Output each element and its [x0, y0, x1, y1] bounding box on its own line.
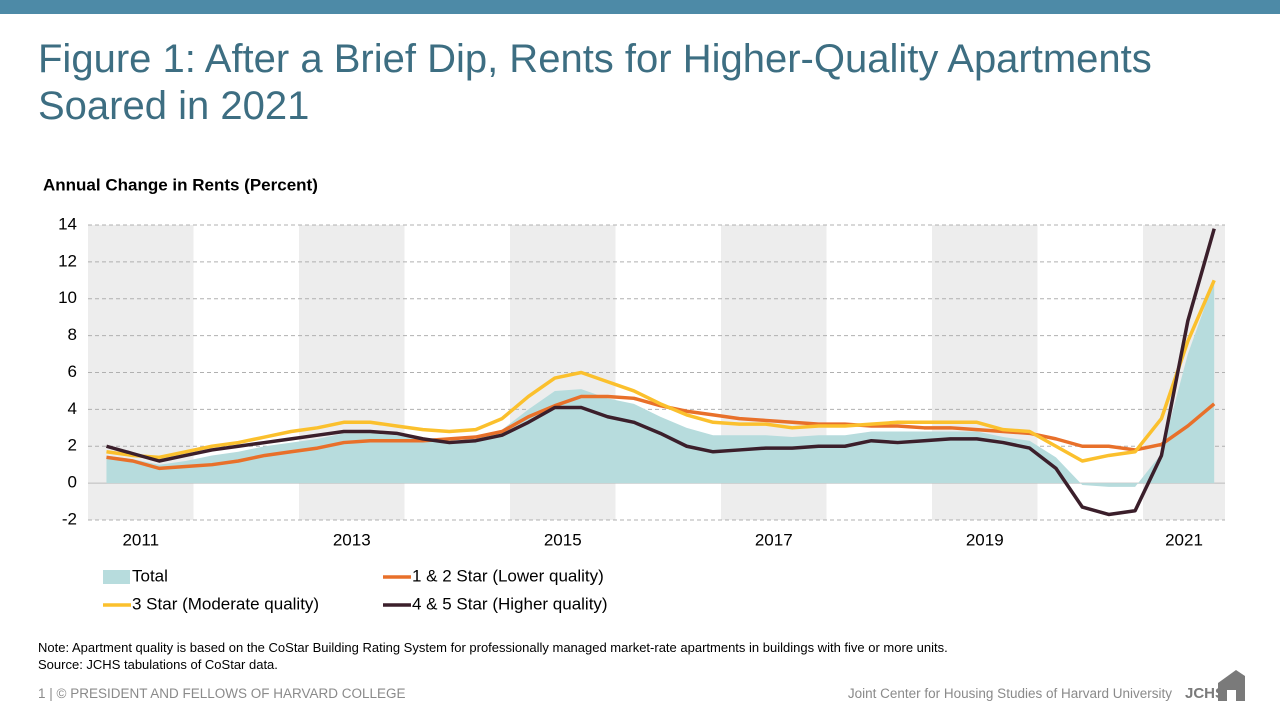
y-tick-label: 2 — [68, 436, 77, 455]
legend-swatch — [103, 570, 130, 584]
chart-title: Annual Change in Rents (Percent) — [43, 175, 318, 194]
area — [106, 280, 1215, 487]
note: Note: Apartment quality is based on the … — [38, 640, 948, 655]
x-tick-label: 2021 — [1165, 530, 1203, 549]
logo-icon — [1218, 670, 1245, 701]
data — [105, 228, 1216, 517]
legend-label: 4 & 5 Star (Higher quality) — [412, 594, 608, 613]
x-tick-label: 2015 — [544, 530, 582, 549]
y-tick-label: 8 — [68, 325, 77, 344]
legend-label: Total — [132, 566, 168, 585]
x-tick-label: 2017 — [755, 530, 793, 549]
y-tick-label: 4 — [68, 399, 77, 418]
y-tick-label: -2 — [62, 509, 77, 528]
y-tick-label: 6 — [68, 362, 77, 381]
top-bar — [0, 0, 1280, 14]
line — [106, 279, 1216, 463]
x-tick-label: 2011 — [122, 530, 159, 549]
y-tick-label: 14 — [58, 214, 77, 233]
x-tick-label: 2013 — [333, 530, 371, 549]
footer-left: 1 | © PRESIDENT AND FELLOWS OF HARVARD C… — [38, 686, 406, 701]
footer-right: Joint Center for Housing Studies of Harv… — [847, 686, 1172, 701]
line — [105, 228, 1216, 517]
logo-text: JCHS — [1185, 685, 1225, 702]
slide-title: Figure 1: After a Brief Dip, Rents for H… — [38, 37, 1152, 128]
legend-label: 3 Star (Moderate quality) — [132, 594, 319, 613]
y-tick-label: 10 — [58, 288, 77, 307]
x-tick-label: 2019 — [966, 530, 1004, 549]
y-tick-label: 0 — [68, 473, 77, 492]
y-tick-label: 12 — [58, 251, 77, 270]
legend-label: 1 & 2 Star (Lower quality) — [412, 566, 604, 585]
source: Source: JCHS tabulations of CoStar data. — [38, 657, 278, 672]
